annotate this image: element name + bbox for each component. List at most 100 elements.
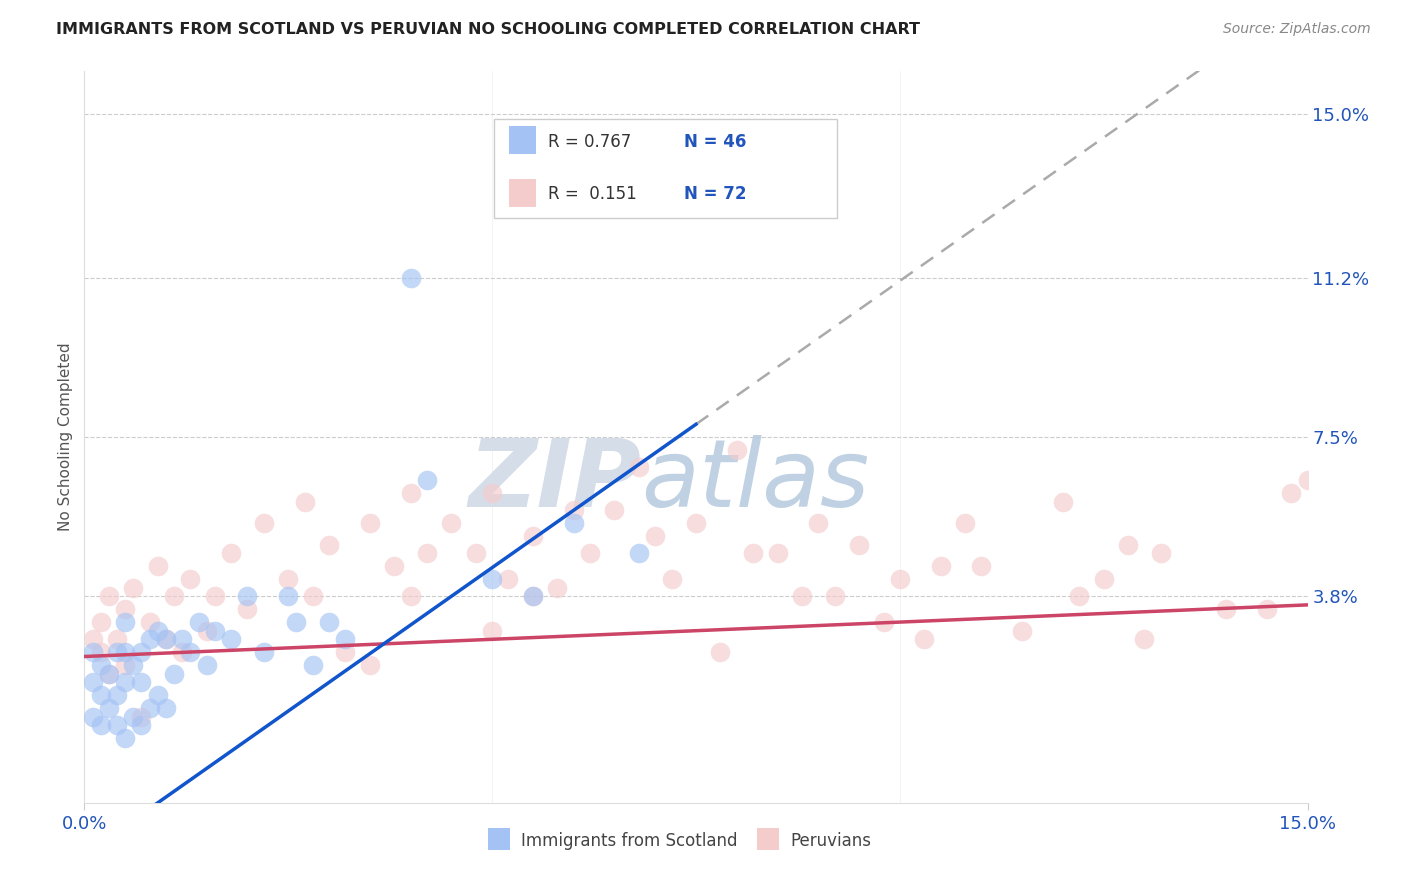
- FancyBboxPatch shape: [494, 119, 837, 218]
- Point: [122, 710, 145, 724]
- Point: [440, 516, 463, 530]
- Point: [90, 658, 112, 673]
- Point: [285, 615, 308, 629]
- Point: [807, 516, 830, 530]
- Point: [359, 516, 381, 530]
- Bar: [488, 829, 510, 850]
- Point: [131, 645, 153, 659]
- Point: [416, 546, 439, 560]
- Point: [399, 271, 422, 285]
- Point: [1256, 602, 1278, 616]
- Point: [187, 615, 209, 629]
- Point: [82, 632, 104, 647]
- Point: [522, 589, 544, 603]
- Point: [318, 615, 340, 629]
- Point: [889, 572, 911, 586]
- Point: [1011, 624, 1033, 638]
- Point: [204, 589, 226, 603]
- Text: R =  0.151: R = 0.151: [548, 185, 637, 202]
- Text: atlas: atlas: [641, 435, 869, 526]
- Point: [131, 710, 153, 724]
- Point: [114, 675, 136, 690]
- Point: [146, 688, 169, 702]
- Text: Peruvians: Peruvians: [790, 832, 872, 850]
- Point: [105, 688, 128, 702]
- Bar: [509, 127, 536, 154]
- Point: [90, 688, 112, 702]
- Point: [953, 516, 976, 530]
- Point: [97, 589, 120, 603]
- Point: [82, 645, 104, 659]
- Point: [725, 442, 748, 457]
- Point: [97, 666, 120, 681]
- Point: [970, 559, 993, 574]
- Point: [82, 675, 104, 690]
- Point: [114, 645, 136, 659]
- Point: [1092, 572, 1115, 586]
- Point: [522, 529, 544, 543]
- Point: [114, 731, 136, 746]
- Point: [481, 572, 503, 586]
- Point: [195, 624, 218, 638]
- Point: [929, 559, 952, 574]
- Text: R = 0.767: R = 0.767: [548, 133, 631, 152]
- Point: [138, 615, 160, 629]
- Point: [114, 658, 136, 673]
- Point: [172, 632, 194, 647]
- Point: [382, 559, 405, 574]
- Point: [627, 546, 650, 560]
- Point: [1215, 602, 1237, 616]
- Point: [219, 632, 242, 647]
- Point: [1133, 632, 1156, 647]
- Point: [546, 581, 568, 595]
- Point: [522, 589, 544, 603]
- Point: [138, 701, 160, 715]
- Point: [1296, 473, 1319, 487]
- Point: [912, 632, 935, 647]
- Point: [685, 516, 707, 530]
- Point: [204, 624, 226, 638]
- Point: [416, 473, 439, 487]
- Point: [277, 572, 299, 586]
- Text: IMMIGRANTS FROM SCOTLAND VS PERUVIAN NO SCHOOLING COMPLETED CORRELATION CHART: IMMIGRANTS FROM SCOTLAND VS PERUVIAN NO …: [56, 22, 921, 37]
- Point: [1052, 494, 1074, 508]
- Point: [163, 589, 186, 603]
- Point: [824, 589, 846, 603]
- Point: [163, 666, 186, 681]
- Point: [562, 503, 585, 517]
- Point: [155, 701, 177, 715]
- Point: [97, 701, 120, 715]
- Point: [155, 632, 177, 647]
- Point: [766, 546, 789, 560]
- Point: [253, 516, 276, 530]
- Point: [146, 624, 169, 638]
- Point: [179, 645, 201, 659]
- Point: [277, 589, 299, 603]
- Point: [97, 666, 120, 681]
- Point: [122, 658, 145, 673]
- Point: [562, 516, 585, 530]
- Point: [114, 615, 136, 629]
- Point: [848, 538, 870, 552]
- Point: [709, 645, 731, 659]
- Text: N = 72: N = 72: [683, 185, 747, 202]
- Point: [236, 589, 259, 603]
- Point: [105, 645, 128, 659]
- Point: [105, 632, 128, 647]
- Point: [301, 589, 323, 603]
- Text: Immigrants from Scotland: Immigrants from Scotland: [522, 832, 738, 850]
- Point: [146, 559, 169, 574]
- Point: [498, 572, 520, 586]
- Point: [318, 538, 340, 552]
- Point: [90, 615, 112, 629]
- Point: [1069, 589, 1091, 603]
- Point: [399, 486, 422, 500]
- Point: [105, 718, 128, 732]
- Text: N = 46: N = 46: [683, 133, 747, 152]
- Point: [464, 546, 486, 560]
- Point: [122, 581, 145, 595]
- Point: [195, 658, 218, 673]
- Point: [131, 718, 153, 732]
- Point: [1279, 486, 1302, 500]
- Point: [399, 589, 422, 603]
